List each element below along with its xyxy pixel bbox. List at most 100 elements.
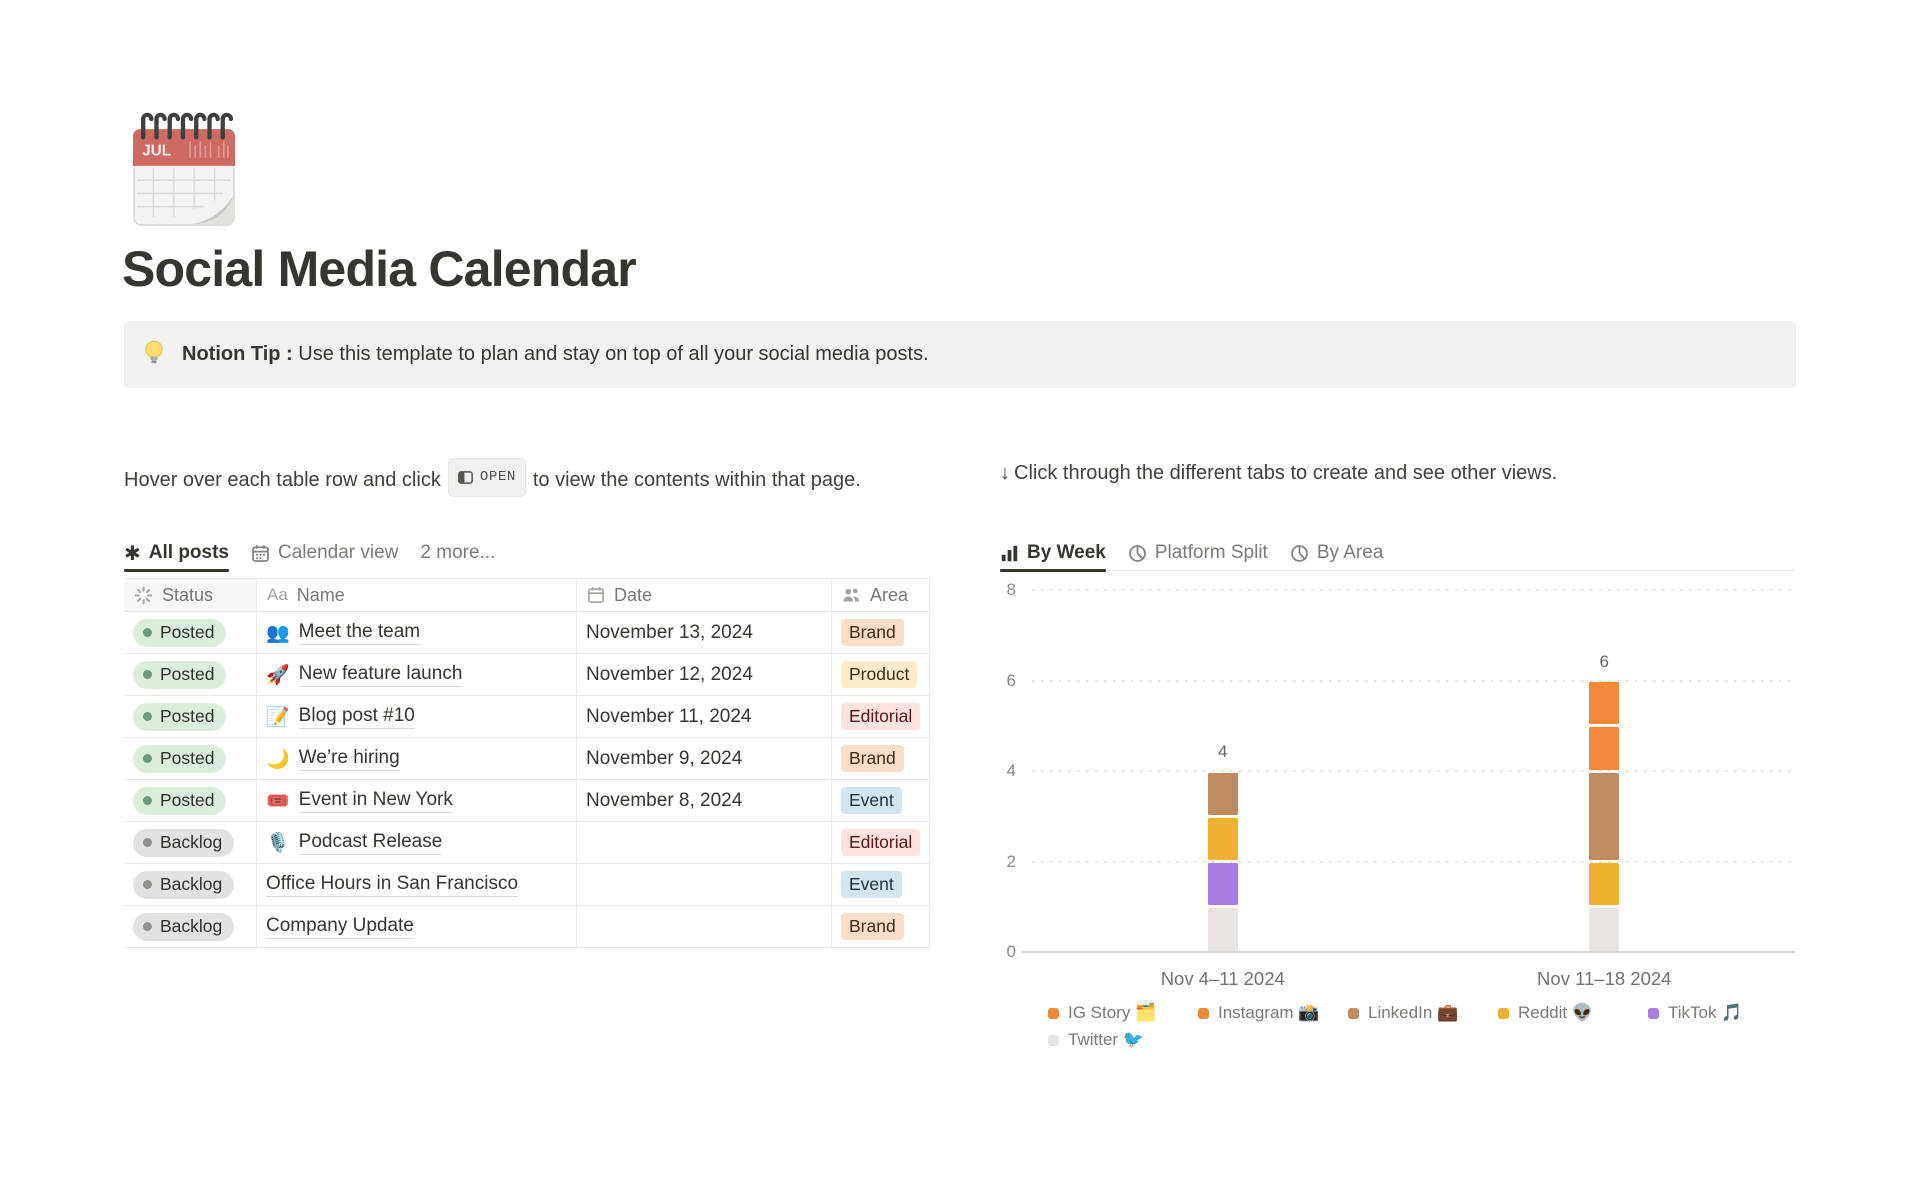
table-row[interactable]: Posted 📝 Blog post #10 November 11, 2024 Edi… <box>124 696 930 738</box>
status-cell[interactable]: Backlog <box>124 822 257 863</box>
status-dot-icon <box>143 628 152 637</box>
right-instructions: ↓ Click through the different tabs to cre… <box>1000 462 1558 484</box>
bar-segment[interactable] <box>1207 772 1238 815</box>
page-link[interactable]: Podcast Release <box>298 831 443 855</box>
area-cell[interactable]: Editorial <box>832 822 930 863</box>
status-badge[interactable]: Backlog <box>133 870 235 899</box>
area-tag[interactable]: Brand <box>841 745 904 772</box>
table-row[interactable]: Posted 👥 Meet the team November 13, 2024 Bra… <box>124 612 930 654</box>
area-tag[interactable]: Editorial <box>841 829 921 856</box>
table-row[interactable]: Backlog Office Hours in San Francisco Even… <box>124 864 930 906</box>
text-type-icon: Aa <box>267 585 288 604</box>
legend-item[interactable]: IG Story 🗂️ <box>1048 1003 1198 1023</box>
tab-more-views[interactable]: 2 more... <box>420 536 495 570</box>
legend-item[interactable]: LinkedIn 💼 <box>1348 1003 1498 1023</box>
name-cell[interactable]: 🚀 New feature launch <box>257 654 577 695</box>
legend-label: Reddit 👽 <box>1518 1003 1594 1022</box>
name-cell[interactable]: 🎙️ Podcast Release <box>257 822 577 863</box>
page-link[interactable]: Office Hours in San Francisco <box>266 873 519 897</box>
area-cell[interactable]: Editorial <box>832 696 930 737</box>
area-cell[interactable]: Brand <box>832 612 930 653</box>
table-row[interactable]: Posted 🌙 We’re hiring November 9, 2024 Brand <box>124 738 930 780</box>
area-cell[interactable]: Event <box>832 864 930 905</box>
date-cell[interactable] <box>577 864 832 905</box>
status-badge[interactable]: Backlog <box>133 912 235 941</box>
area-tag[interactable]: Editorial <box>841 703 921 730</box>
column-header-date[interactable]: Date <box>577 579 832 611</box>
page-link[interactable]: Blog post #10 <box>298 705 415 729</box>
status-badge[interactable]: Posted <box>133 786 227 815</box>
status-cell[interactable]: Posted <box>124 738 257 779</box>
table-row[interactable]: Backlog 🎙️ Podcast Release Editorial <box>124 822 930 864</box>
status-cell[interactable]: Posted <box>124 612 257 653</box>
page-icon-spiral-calendar[interactable]: JUL <box>133 110 235 232</box>
open-button[interactable]: OPEN <box>447 458 526 497</box>
area-tag[interactable]: Brand <box>841 619 904 646</box>
legend-swatch <box>1048 1007 1059 1019</box>
date-cell[interactable]: November 13, 2024 <box>577 612 832 653</box>
area-tag[interactable]: Event <box>841 871 902 898</box>
table-row[interactable]: Posted 🚀 New feature launch November 12, 20… <box>124 654 930 696</box>
page-link[interactable]: Meet the team <box>298 621 421 645</box>
status-badge[interactable]: Backlog <box>133 828 235 857</box>
name-cell[interactable]: 📝 Blog post #10 <box>257 696 577 737</box>
page-link[interactable]: Event in New York <box>298 789 453 813</box>
status-cell[interactable]: Posted <box>124 696 257 737</box>
date-cell[interactable] <box>577 906 832 947</box>
column-header-area[interactable]: Area <box>832 579 930 611</box>
table-row[interactable]: Backlog Company Update Brand <box>124 906 930 948</box>
status-cell[interactable]: Posted <box>124 780 257 821</box>
area-cell[interactable]: Event <box>832 780 930 821</box>
date-cell[interactable]: November 8, 2024 <box>577 780 832 821</box>
area-tag[interactable]: Brand <box>841 913 904 940</box>
date-cell[interactable] <box>577 822 832 863</box>
page-link[interactable]: New feature launch <box>298 663 463 687</box>
column-header-status[interactable]: Status <box>124 579 257 611</box>
status-cell[interactable]: Posted <box>124 654 257 695</box>
date-cell[interactable]: November 11, 2024 <box>577 696 832 737</box>
name-cell[interactable]: 🎟️ Event in New York <box>257 780 577 821</box>
bar-segment[interactable] <box>1589 772 1620 860</box>
status-badge[interactable]: Posted <box>133 744 227 773</box>
area-cell[interactable]: Brand <box>832 906 930 947</box>
date-cell[interactable]: November 9, 2024 <box>577 738 832 779</box>
status-label: Backlog <box>160 874 223 894</box>
name-cell[interactable]: 👥 Meet the team <box>257 612 577 653</box>
bar-segment[interactable] <box>1589 682 1620 725</box>
area-cell[interactable]: Brand <box>832 738 930 779</box>
status-label: Posted <box>160 748 215 768</box>
tab-by-week[interactable]: By Week <box>1000 536 1106 572</box>
legend-item[interactable]: Instagram 📸 <box>1198 1003 1348 1023</box>
area-cell[interactable]: Product <box>832 654 930 695</box>
tab-by-area[interactable]: By Area <box>1290 536 1383 570</box>
area-tag[interactable]: Event <box>841 787 902 814</box>
status-cell[interactable]: Backlog <box>124 864 257 905</box>
status-cell[interactable]: Backlog <box>124 906 257 947</box>
bar-segment[interactable] <box>1207 817 1238 860</box>
column-header-name[interactable]: Aa Name <box>257 579 577 611</box>
area-tag[interactable]: Product <box>841 661 918 688</box>
name-cell[interactable]: Office Hours in San Francisco <box>257 864 577 905</box>
date-cell[interactable]: November 12, 2024 <box>577 654 832 695</box>
bar-segment[interactable] <box>1207 863 1238 906</box>
legend-item[interactable]: Twitter 🐦 <box>1048 1030 1198 1050</box>
bar-segment[interactable] <box>1589 908 1620 951</box>
bar-segment[interactable] <box>1589 727 1620 770</box>
name-cell[interactable]: 🌙 We’re hiring <box>257 738 577 779</box>
tab-all-posts[interactable]: ✱ All posts <box>124 536 229 572</box>
page-emoji-icon: 🚀 <box>266 664 290 686</box>
tab-calendar-view[interactable]: Calendar view <box>251 536 398 570</box>
tab-platform-split[interactable]: Platform Split <box>1128 536 1268 570</box>
legend-item[interactable]: Reddit 👽 <box>1498 1003 1648 1023</box>
legend-item[interactable]: TikTok 🎵 <box>1648 1003 1798 1023</box>
table-row[interactable]: Posted 🎟️ Event in New York November 8, 202… <box>124 780 930 822</box>
page-link[interactable]: Company Update <box>266 915 414 939</box>
bar-segment[interactable] <box>1589 863 1620 906</box>
name-cell[interactable]: Company Update <box>257 906 577 947</box>
page-link[interactable]: We’re hiring <box>298 747 400 771</box>
status-badge[interactable]: Posted <box>133 702 227 731</box>
status-badge[interactable]: Posted <box>133 618 227 647</box>
status-badge[interactable]: Posted <box>133 660 227 689</box>
chart-plot-area: 0 2 4 6 8 4 Nov 4–11 2024 6 Nov 11–18 2024 <box>1007 580 1795 989</box>
bar-segment[interactable] <box>1207 908 1238 951</box>
